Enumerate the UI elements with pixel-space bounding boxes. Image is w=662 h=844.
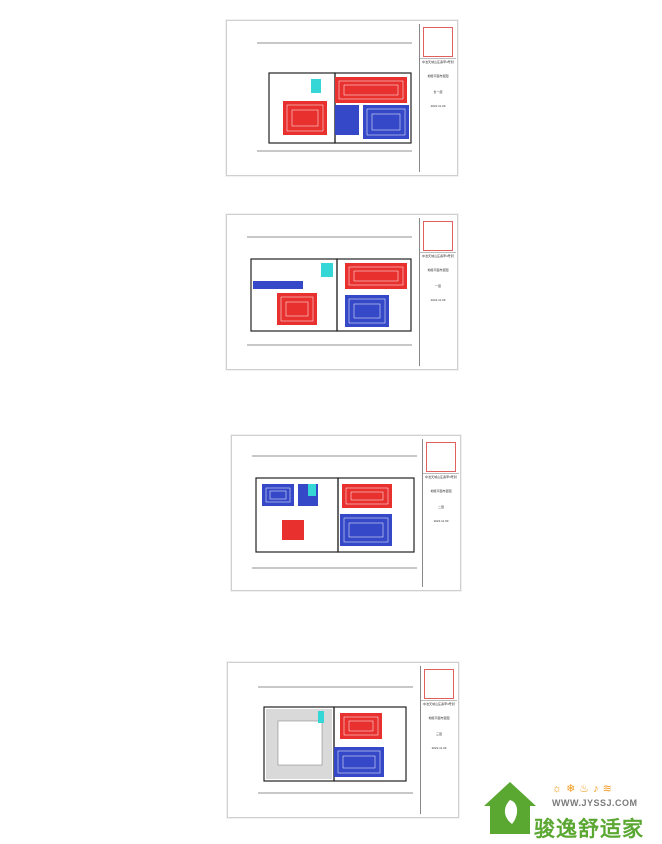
cold-zone <box>253 281 303 289</box>
title-block-2: 中冶天城山庄翡翠4号別墅 地暖平面布置图 一层 2022.11.09 <box>419 218 456 366</box>
manifold <box>308 484 316 496</box>
title-block-4: 中冶天城山庄翡翠4号別墅 地暖平面布置图 三层 2022.11.09 <box>420 666 457 814</box>
drawing-sheet-2: 中冶天城山庄翡翠4号別墅 地暖平面布置图 一层 2022.11.09 <box>226 214 458 370</box>
drawing-sheet-3: 中冶天城山庄翡翠4号別墅 地暖平面布置图 二层 2022.11.09 <box>231 435 461 591</box>
title-block-3: 中冶天城山庄翡翠4号別墅 地暖平面布置图 二层 2022.11.09 <box>422 439 459 587</box>
drawing-date: 2022.11.09 <box>433 519 449 523</box>
hot-zone <box>345 263 407 289</box>
brand-url: WWW.JYSSJ.COM <box>552 798 638 808</box>
project-name: 中冶天城山庄翡翠4号別墅 <box>423 702 455 706</box>
cold-zone <box>335 105 359 135</box>
floor-name: 三层 <box>435 732 442 736</box>
cold-zone <box>262 484 294 506</box>
brand-watermark: ☼❄♨♪≋ WWW.JYSSJ.COM 骏逸舒适家 <box>482 776 654 841</box>
service-icons: ☼❄♨♪≋ <box>552 783 616 795</box>
floor-plan-4 <box>258 686 413 794</box>
hot-zone <box>335 77 407 103</box>
hot-zone <box>282 520 304 540</box>
drawing-sheet-4: 中冶天城山庄翡翠4号別墅 地暖平面布置图 三层 2022.11.09 <box>227 662 459 818</box>
hot-zone <box>283 101 327 135</box>
manifold <box>318 711 324 723</box>
drawing-name: 地暖平面布置图 <box>430 489 452 493</box>
project-name: 中冶天城山庄翡翠4号別墅 <box>425 475 457 479</box>
project-name: 中冶天城山庄翡翠4号別墅 <box>422 60 454 64</box>
floor-plan-3 <box>252 455 417 569</box>
floor-name: 一层 <box>434 284 441 288</box>
drawing-name: 地暖平面布置图 <box>428 716 450 720</box>
hot-zone <box>342 484 392 508</box>
floor-plan-1 <box>257 42 412 152</box>
brand-name: 骏逸舒适家 <box>534 817 644 841</box>
company-logo <box>423 221 453 251</box>
hot-zone <box>277 293 317 325</box>
cold-zone <box>345 295 389 327</box>
drawing-name: 地暖平面布置图 <box>427 268 449 272</box>
title-block-1: 中冶天城山庄翡翠4号別墅 地暖平面布置图 负一层 2022.11.09 <box>419 24 456 172</box>
cold-zone <box>340 514 392 546</box>
cold-zone <box>334 747 384 777</box>
drawing-date: 2022.11.09 <box>430 298 446 302</box>
manifold <box>311 79 321 93</box>
project-name: 中冶天城山庄翡翠4号別墅 <box>422 254 454 258</box>
floor-name: 负一层 <box>433 90 443 94</box>
drawing-sheet-1: 中冶天城山庄翡翠4号別墅 地暖平面布置图 负一层 2022.11.09 <box>226 20 458 176</box>
drawing-date: 2022.11.09 <box>430 104 446 108</box>
house-logo-icon <box>484 782 536 834</box>
hot-zone <box>340 713 382 739</box>
company-logo <box>426 442 456 472</box>
company-logo <box>423 27 453 57</box>
manifold <box>321 263 333 277</box>
cold-zone <box>363 105 409 139</box>
company-logo <box>424 669 454 699</box>
floor-plan-2 <box>247 236 412 346</box>
floor-name: 二层 <box>437 505 444 509</box>
drawing-name: 地暖平面布置图 <box>427 74 449 78</box>
drawing-date: 2022.11.09 <box>431 746 447 750</box>
